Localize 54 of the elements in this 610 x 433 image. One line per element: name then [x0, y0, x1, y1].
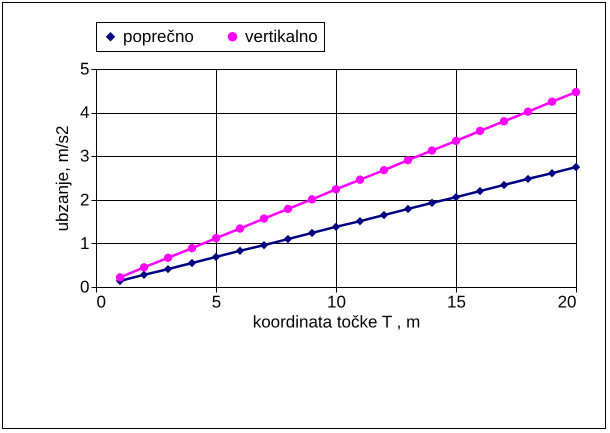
point [452, 193, 460, 202]
y-tick-label: 2 [80, 190, 90, 210]
point [284, 204, 292, 214]
point [116, 273, 124, 282]
y-tick-label: 3 [80, 146, 90, 166]
point [404, 204, 412, 214]
point [212, 234, 220, 242]
point [164, 264, 172, 274]
point [308, 228, 316, 238]
point [476, 126, 484, 136]
point [476, 186, 484, 196]
x-tick-label: 0 [96, 292, 106, 312]
x-tick-label: 5 [212, 292, 222, 312]
x-tick-label: 15 [447, 292, 466, 312]
x-tick-label: 10 [327, 292, 346, 312]
x-axis-title: koordinata točke T , m [252, 312, 420, 332]
point [548, 98, 556, 106]
point [380, 166, 388, 174]
point [140, 270, 148, 279]
point [404, 156, 412, 164]
y-tick-label: 1 [80, 234, 90, 253]
point [164, 254, 172, 262]
point [308, 195, 316, 204]
legend-label: poprečno [123, 26, 194, 46]
point [548, 169, 556, 178]
point [524, 174, 532, 184]
point [140, 263, 148, 272]
y-tick-label: 4 [80, 103, 90, 122]
x-tick-label: 20 [558, 292, 576, 312]
point [452, 136, 460, 146]
y-tick-label: 0 [80, 278, 90, 296]
point [236, 224, 244, 233]
point [428, 146, 436, 155]
y-axis-title: ubzanje, m/s2 [53, 126, 72, 232]
point [260, 214, 268, 223]
point [188, 258, 196, 268]
point [284, 234, 292, 244]
point [188, 244, 196, 252]
point [524, 108, 532, 116]
point [356, 176, 364, 184]
y-tick-label: 5 [80, 60, 90, 78]
point [572, 162, 580, 172]
point [572, 88, 580, 96]
point [332, 222, 340, 232]
point [500, 180, 508, 190]
point [380, 210, 388, 220]
point [332, 185, 340, 194]
point [260, 240, 268, 250]
point [236, 246, 244, 255]
point [356, 216, 364, 226]
point [500, 117, 508, 126]
point [212, 252, 220, 262]
point [428, 198, 436, 208]
legend-label: vertikalno [245, 26, 318, 46]
